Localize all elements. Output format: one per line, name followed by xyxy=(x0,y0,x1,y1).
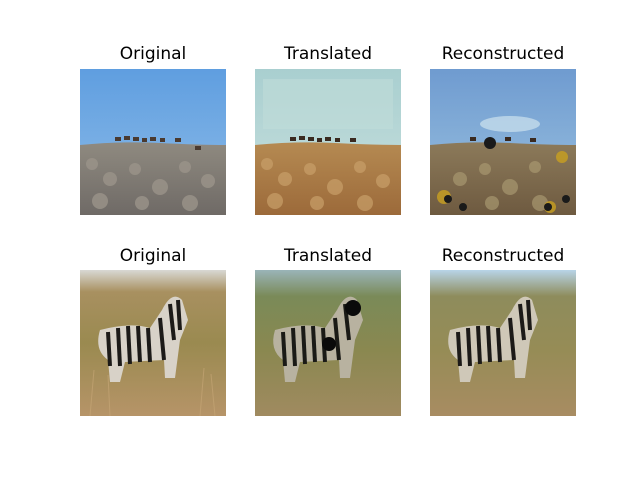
row2-reconstructed-image xyxy=(430,270,576,416)
row1-original-title: Original xyxy=(119,44,187,64)
row2-reconstructed-title: Reconstructed xyxy=(441,246,565,266)
row1-reconstructed-title: Reconstructed xyxy=(441,44,565,64)
row2-original-image xyxy=(80,270,226,416)
row2-original-title: Original xyxy=(119,246,187,266)
row2-translated-title: Translated xyxy=(284,246,372,266)
row1-translated-title: Translated xyxy=(284,44,372,64)
row1-reconstructed-image xyxy=(430,69,576,215)
row1-original-image xyxy=(80,69,226,215)
row2-translated-image xyxy=(255,270,401,416)
row1-translated-image xyxy=(255,69,401,215)
